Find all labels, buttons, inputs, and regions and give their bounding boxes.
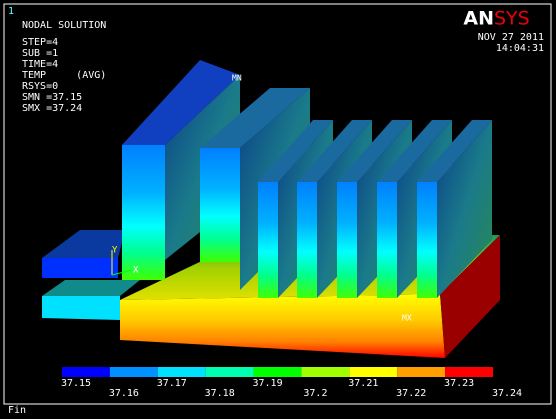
legend-label: 37.16 xyxy=(109,388,139,399)
legend-swatch xyxy=(158,367,206,377)
arm-front xyxy=(42,258,118,278)
ledge-top xyxy=(42,280,140,296)
axis-y: Y xyxy=(112,246,118,256)
legend-label: 37.19 xyxy=(253,378,283,389)
fin-front xyxy=(417,182,437,298)
info-line: SMX =37.24 xyxy=(22,103,82,114)
legend-label: 37.21 xyxy=(348,378,378,389)
logo-an: AN xyxy=(463,8,494,30)
legend-swatch xyxy=(301,367,349,377)
fin-front xyxy=(337,182,357,298)
info-line: STEP=4 xyxy=(22,37,58,48)
info-line: SUB =1 xyxy=(22,48,58,59)
legend-label: 37.22 xyxy=(396,388,426,399)
model: Y X MN MX xyxy=(42,60,500,358)
ansys-window: 1 NODAL SOLUTION STEP=4SUB =1TIME=4TEMP … xyxy=(0,0,556,419)
min-label: MN xyxy=(232,74,242,83)
info-line: TEMP (AVG) xyxy=(22,70,106,81)
legend-label: 37.18 xyxy=(205,388,235,399)
info-line: RSYS=0 xyxy=(22,81,58,92)
legend-swatch xyxy=(397,367,445,377)
legend-swatch xyxy=(110,367,158,377)
tall-fin-front xyxy=(122,145,165,280)
legend-label: 37.15 xyxy=(61,378,91,389)
base-front xyxy=(120,294,445,358)
time: 14:04:31 xyxy=(496,43,544,54)
legend-swatch xyxy=(206,367,254,377)
legend-label: 37.23 xyxy=(444,378,474,389)
title: NODAL SOLUTION xyxy=(22,20,106,31)
logo-sys: SYS xyxy=(494,8,530,30)
date: NOV 27 2011 xyxy=(478,32,544,43)
axis-x: X xyxy=(133,266,139,276)
window-number: 1 xyxy=(8,6,14,17)
footer: Fin xyxy=(8,405,26,416)
fin-front xyxy=(377,182,397,298)
fin-front xyxy=(200,148,240,262)
legend-swatch xyxy=(445,367,493,377)
ledge-front xyxy=(42,296,120,320)
legend: 37.15 37.16 37.17 37.18 37.19 37.2 37.21 37.22 3… xyxy=(61,367,522,399)
max-label: MX xyxy=(402,314,412,323)
legend-label: 37.17 xyxy=(157,378,187,389)
fin-front xyxy=(258,182,278,298)
legend-swatch xyxy=(349,367,397,377)
legend-swatch xyxy=(254,367,302,377)
legend-swatch xyxy=(62,367,110,377)
info-line: TIME=4 xyxy=(22,59,58,70)
info-line: SMN =37.15 xyxy=(22,92,82,103)
legend-label: 37.24 xyxy=(492,388,522,399)
legend-label: 37.2 xyxy=(303,388,327,399)
fin-front xyxy=(297,182,317,298)
